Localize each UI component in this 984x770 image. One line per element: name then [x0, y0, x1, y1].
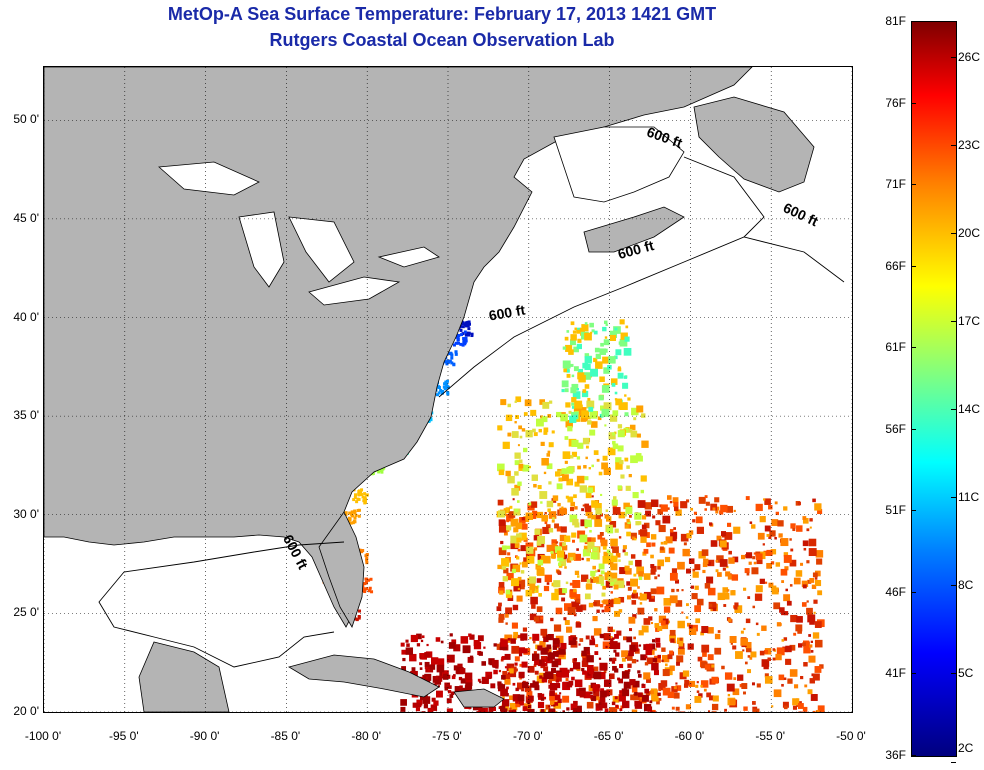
colorbar-f-tick — [911, 102, 916, 104]
colorbar-c-tick — [951, 56, 956, 58]
map-title: MetOp-A Sea Surface Temperature: Februar… — [167, 4, 717, 24]
colorbar-f-tick — [911, 21, 916, 22]
lat-tick-label: 45 0' — [13, 210, 39, 225]
lat-tick-label: 30 0' — [13, 506, 39, 521]
lon-tick-label: -65 0' — [593, 729, 624, 743]
colorbar-c-label: 23C — [958, 137, 981, 152]
lat-tick-label: 50 0' — [13, 112, 39, 127]
colorbar-f-tick — [911, 428, 916, 430]
lat-tick-label: 20 0' — [13, 704, 39, 718]
colorbar-f-tick — [911, 184, 916, 186]
colorbar-f-tick — [911, 265, 916, 267]
colorbar-c-label: 11C — [958, 490, 980, 505]
great-lakes — [158, 161, 440, 306]
lon-tick-label: -90 0' — [189, 729, 220, 743]
isobath-label: 600 ft — [781, 199, 821, 229]
gulf-st-lawrence — [553, 126, 685, 203]
colorbar-c-label: 5C — [958, 666, 974, 681]
colorbar-f-label: 36F — [885, 748, 906, 762]
colorbar-f-label: 81F — [885, 14, 906, 28]
colorbar-c-tick — [951, 673, 956, 675]
colorbar-f-tick — [911, 347, 916, 349]
colorbar-c-tick — [951, 497, 956, 499]
colorbar-c-tick — [951, 585, 956, 587]
land-cuba — [287, 654, 440, 698]
lon-tick-label: -60 0' — [674, 729, 705, 743]
colorbar-c-label: 14C — [958, 402, 981, 417]
lon-tick-label: -75 0' — [432, 729, 462, 743]
colorbar-c-label: 17C — [958, 314, 981, 329]
colorbar-c-label: 8C — [958, 578, 974, 593]
lon-tick-label: -55 0' — [755, 729, 786, 743]
colorbar-f-label: 61F — [885, 340, 906, 355]
lat-tick-label: 40 0' — [13, 309, 39, 324]
colorbar-f-tick — [911, 755, 916, 756]
colorbar-f-label: 71F — [885, 177, 906, 192]
land-nova-scotia — [583, 206, 685, 253]
lon-tick-label: -85 0' — [270, 729, 301, 743]
land-newfoundland — [693, 96, 815, 193]
colorbar-f-label: 46F — [885, 584, 906, 599]
map-area[interactable]: 600 ft 600 ft 600 ft 600 ft 600 ft — [43, 66, 853, 713]
colorbar-c-label: 2C — [958, 741, 974, 755]
colorbar-f-label: 76F — [885, 95, 906, 110]
lon-tick-label: -100 0' — [24, 729, 62, 743]
colorbar-f-tick — [911, 673, 916, 675]
lat-tick-label: 25 0' — [13, 605, 39, 620]
lon-tick-label: -70 0' — [512, 729, 543, 743]
map-subtitle: Rutgers Coastal Ocean Observation Lab — [269, 30, 615, 50]
lon-tick-label: -50 0' — [836, 729, 866, 743]
colorbar-f-label: 56F — [885, 421, 906, 436]
sst-data-layer — [303, 319, 825, 712]
colorbar-c-tick — [951, 233, 956, 235]
lon-tick-label: -80 0' — [351, 729, 382, 743]
colorbar-c-tick — [951, 144, 956, 146]
land-yucatan — [138, 641, 230, 712]
colorbar-f-tick — [911, 510, 916, 512]
isobath-600ft — [98, 156, 845, 668]
colorbar-f-label: 41F — [885, 666, 906, 681]
lon-tick-label: -95 0' — [108, 729, 139, 743]
colorbar-c-label: 20C — [958, 226, 981, 241]
isobath-label: 600 ft — [488, 301, 527, 323]
colorbar-c-tick — [951, 321, 956, 323]
land-layer — [44, 67, 815, 712]
lat-tick-label: 35 0' — [13, 408, 39, 423]
land-hispaniola — [453, 688, 505, 708]
land-florida — [318, 511, 365, 628]
temperature-colorbar — [911, 21, 957, 757]
land-north-america — [44, 67, 753, 628]
colorbar-f-tick — [911, 591, 916, 593]
colorbar-c-tick — [951, 761, 956, 763]
colorbar-f-label: 66F — [885, 258, 906, 273]
colorbar-f-label: 51F — [885, 503, 906, 518]
colorbar-c-tick — [951, 409, 956, 411]
lat-lon-grid — [44, 67, 852, 712]
colorbar-c-label: 26C — [958, 49, 981, 64]
